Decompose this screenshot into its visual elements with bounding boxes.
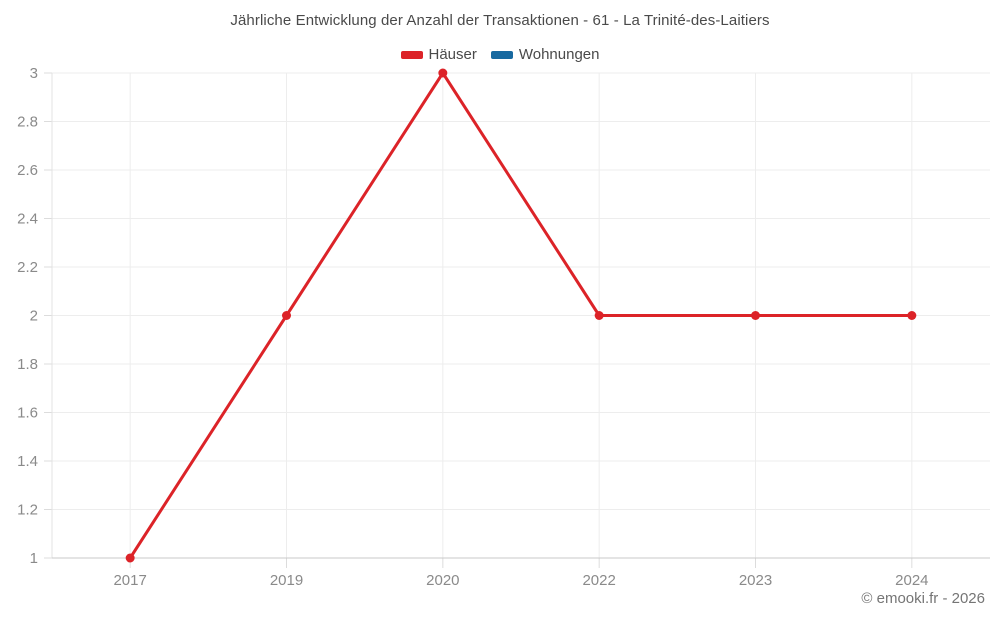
y-tick-label: 1: [30, 550, 38, 567]
legend-item-wohnungen[interactable]: Wohnungen: [490, 46, 600, 63]
data-point[interactable]: [282, 311, 291, 320]
legend-label-hauser: Häuser: [428, 46, 477, 63]
y-tick-label: 1.6: [17, 405, 38, 422]
data-point[interactable]: [907, 311, 917, 320]
x-tick-label: 2019: [270, 572, 303, 589]
data-point[interactable]: [125, 553, 135, 563]
x-tick-label: 2020: [426, 572, 459, 589]
legend-item-hauser[interactable]: Häuser: [400, 46, 477, 63]
y-tick-label: 2: [30, 308, 38, 325]
copyright-text: © emooki.fr - 2026: [861, 590, 985, 607]
chart-title: Jährliche Entwicklung der Anzahl der Tra…: [230, 12, 770, 29]
x-tick-label: 2024: [895, 572, 928, 589]
data-point[interactable]: [438, 68, 448, 78]
legend-swatch-wohnungen: [490, 50, 513, 59]
y-tick-label: 1.8: [17, 356, 38, 373]
legend-swatch-hauser: [400, 50, 423, 59]
y-tick-label: 3: [30, 65, 38, 82]
y-tick-label: 2.2: [17, 259, 38, 276]
x-tick-label: 2017: [113, 572, 146, 589]
series-line: [128, 71, 914, 560]
x-tick-label: 2022: [582, 572, 615, 589]
y-tick-label: 2.8: [17, 114, 38, 131]
data-point[interactable]: [751, 311, 760, 320]
chart-legend: Häuser Wohnungen: [0, 46, 1000, 63]
y-tick-label: 1.4: [17, 453, 38, 470]
y-tick-label: 2.6: [17, 162, 38, 179]
legend-label-wohnungen: Wohnungen: [518, 46, 600, 63]
data-point[interactable]: [594, 311, 604, 320]
y-tick-label: 1.2: [17, 502, 38, 519]
x-tick-label: 2023: [739, 572, 772, 589]
y-tick-label: 2.4: [17, 211, 38, 228]
